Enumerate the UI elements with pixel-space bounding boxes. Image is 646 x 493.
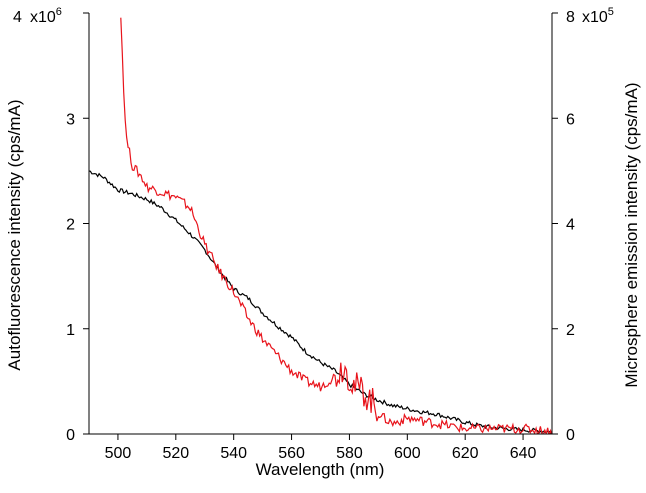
y-right-multiplier-exponent: 5 xyxy=(608,6,614,18)
y-left-multiplier: x106 xyxy=(30,6,62,26)
series-line-microsphere xyxy=(120,17,552,434)
y-right-multiplier: x105 xyxy=(582,6,614,26)
series-line-autofluorescence xyxy=(89,170,552,434)
x-tick-label: 640 xyxy=(510,445,537,462)
y-left-tick-label: 0 xyxy=(66,427,75,444)
x-axis-label: Wavelength (nm) xyxy=(256,460,385,479)
x-tick-label: 500 xyxy=(105,445,132,462)
x-tick-label: 600 xyxy=(394,445,421,462)
x-tick-label: 560 xyxy=(278,445,305,462)
plot-area xyxy=(89,17,552,434)
y-right-axis-label: Microsphere emission intensity (cps/mA) xyxy=(622,82,641,387)
y-left-axis-ticks: 0 1 2 3 4 xyxy=(13,9,89,444)
x-tick-label: 520 xyxy=(162,445,189,462)
y-right-tick-label: 0 xyxy=(566,427,575,444)
y-left-multiplier-base: x10 xyxy=(30,9,56,26)
y-right-tick-label: 8 xyxy=(566,9,575,26)
x-axis-ticks: 500 520 540 560 580 600 620 640 xyxy=(105,434,537,462)
x-tick-label: 580 xyxy=(336,445,363,462)
y-right-tick-label: 4 xyxy=(566,217,575,234)
y-right-multiplier-base: x10 xyxy=(582,9,608,26)
y-left-axis-label: Autofluorescence intensity (cps/mA) xyxy=(5,99,24,370)
x-tick-label: 540 xyxy=(220,445,247,462)
y-right-tick-label: 2 xyxy=(566,322,575,339)
y-left-tick-label: 4 xyxy=(13,9,22,26)
y-left-tick-label: 3 xyxy=(66,111,75,128)
y-right-tick-label: 6 xyxy=(566,111,575,128)
y-left-tick-label: 1 xyxy=(66,322,75,339)
x-tick-label: 620 xyxy=(452,445,479,462)
y-left-tick-label: 2 xyxy=(66,217,75,234)
y-left-multiplier-exponent: 6 xyxy=(56,6,62,18)
y-right-axis-ticks: 0 2 4 6 8 xyxy=(552,9,575,444)
